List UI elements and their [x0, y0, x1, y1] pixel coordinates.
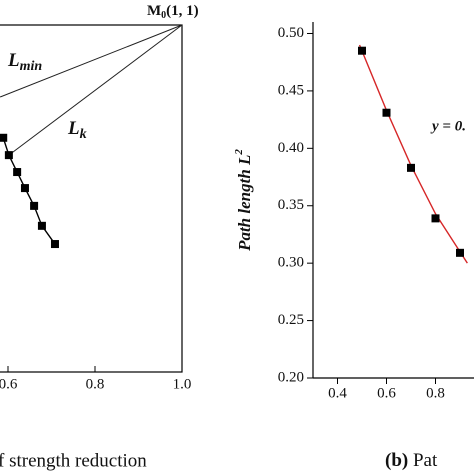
y-axis-title-text: Path length L: [235, 155, 254, 252]
y-axis-title: Path length L2: [233, 149, 254, 252]
point: [382, 108, 391, 117]
guide-label-main: L: [7, 50, 20, 71]
y-tick-label: 0.45: [278, 82, 304, 98]
guide-label: Lk: [67, 118, 87, 142]
point: [50, 240, 59, 249]
y-tick-label: 0.20: [278, 369, 304, 385]
x-tick-label: 0.8: [86, 376, 105, 392]
fit-equation: y = 0.: [430, 118, 466, 134]
y-tick-label: 0.30: [278, 255, 304, 271]
point: [431, 214, 440, 223]
caption-text: Pat: [413, 450, 438, 471]
point-label-main: M: [147, 3, 161, 19]
series-line: [358, 44, 468, 264]
x-tick-label: 0.4: [328, 385, 347, 401]
y-tick-label: 0.50: [278, 25, 304, 41]
point-label-rest: (1, 1): [166, 3, 199, 19]
caption: (b) Pat: [385, 450, 438, 471]
point-label: M0(1, 1): [147, 3, 199, 21]
guide-label-sub: min: [20, 59, 43, 74]
x-tick-label: 0.6: [377, 385, 396, 401]
guide-label: Lmin: [7, 50, 42, 74]
guide-label-sub: k: [80, 127, 87, 142]
guide-line: [0, 24, 183, 98]
point: [407, 163, 415, 172]
y-tick-label: 0.25: [278, 312, 304, 328]
point: [4, 151, 13, 160]
x-tick-label: 1.0: [173, 376, 192, 392]
point: [30, 201, 39, 210]
point: [456, 248, 464, 257]
point: [0, 133, 8, 142]
y-tick-label: 0.40: [278, 140, 304, 156]
point-label-sub: 0: [161, 10, 166, 21]
point: [20, 184, 29, 193]
point: [37, 221, 46, 230]
x-tick-label: 0.6: [0, 376, 18, 392]
guide-label-main: L: [67, 118, 80, 139]
plot-frame: [0, 24, 183, 373]
x-tick-label: 0.8: [426, 385, 445, 401]
y-axis-title-sup: 2: [233, 149, 245, 156]
point: [13, 168, 22, 177]
caption-label: (b): [385, 450, 408, 471]
caption: f strength reduction: [0, 450, 147, 471]
guide-line: [8, 24, 183, 156]
y-tick-label: 0.35: [278, 197, 304, 213]
point: [358, 46, 366, 55]
